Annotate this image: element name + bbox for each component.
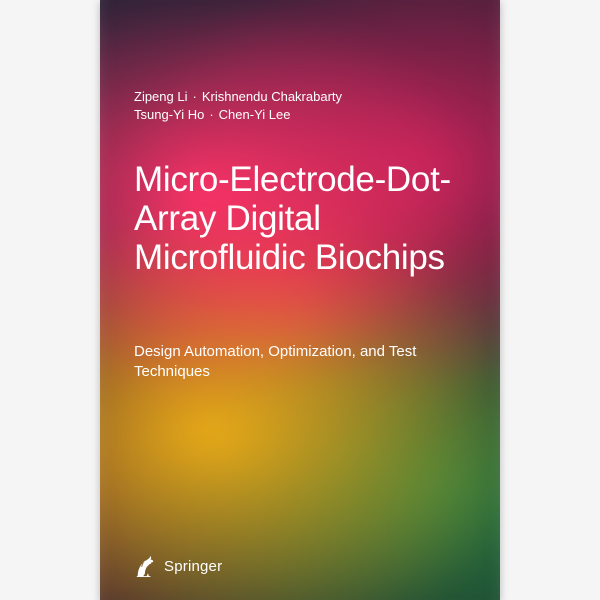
book-title: Micro-Electrode-Dot-Array Digital Microf… [134,160,472,278]
page-container: Zipeng Li · Krishnendu Chakrabarty Tsung-Y… [0,0,600,600]
springer-logo-svg [134,554,156,578]
author-1: Zipeng Li [134,89,187,104]
authors-block: Zipeng Li · Krishnendu Chakrabarty Tsung-Y… [134,88,470,124]
author-2: Krishnendu Chakrabarty [202,89,342,104]
authors-line-1: Zipeng Li · Krishnendu Chakrabarty [134,88,470,106]
publisher-block: Springer [134,554,222,578]
authors-line-2: Tsung-Yi Ho · Chen-Yi Lee [134,106,470,124]
author-4: Chen-Yi Lee [219,107,291,122]
author-separator: · [209,107,213,122]
cover-content: Zipeng Li · Krishnendu Chakrabarty Tsung-Y… [100,0,500,600]
author-3: Tsung-Yi Ho [134,107,204,122]
publisher-name: Springer [164,558,222,575]
book-subtitle: Design Automation, Optimization, and Tes… [134,342,460,383]
book-cover: Zipeng Li · Krishnendu Chakrabarty Tsung-Y… [100,0,500,600]
author-separator: · [192,89,196,104]
springer-horse-icon [134,554,156,578]
